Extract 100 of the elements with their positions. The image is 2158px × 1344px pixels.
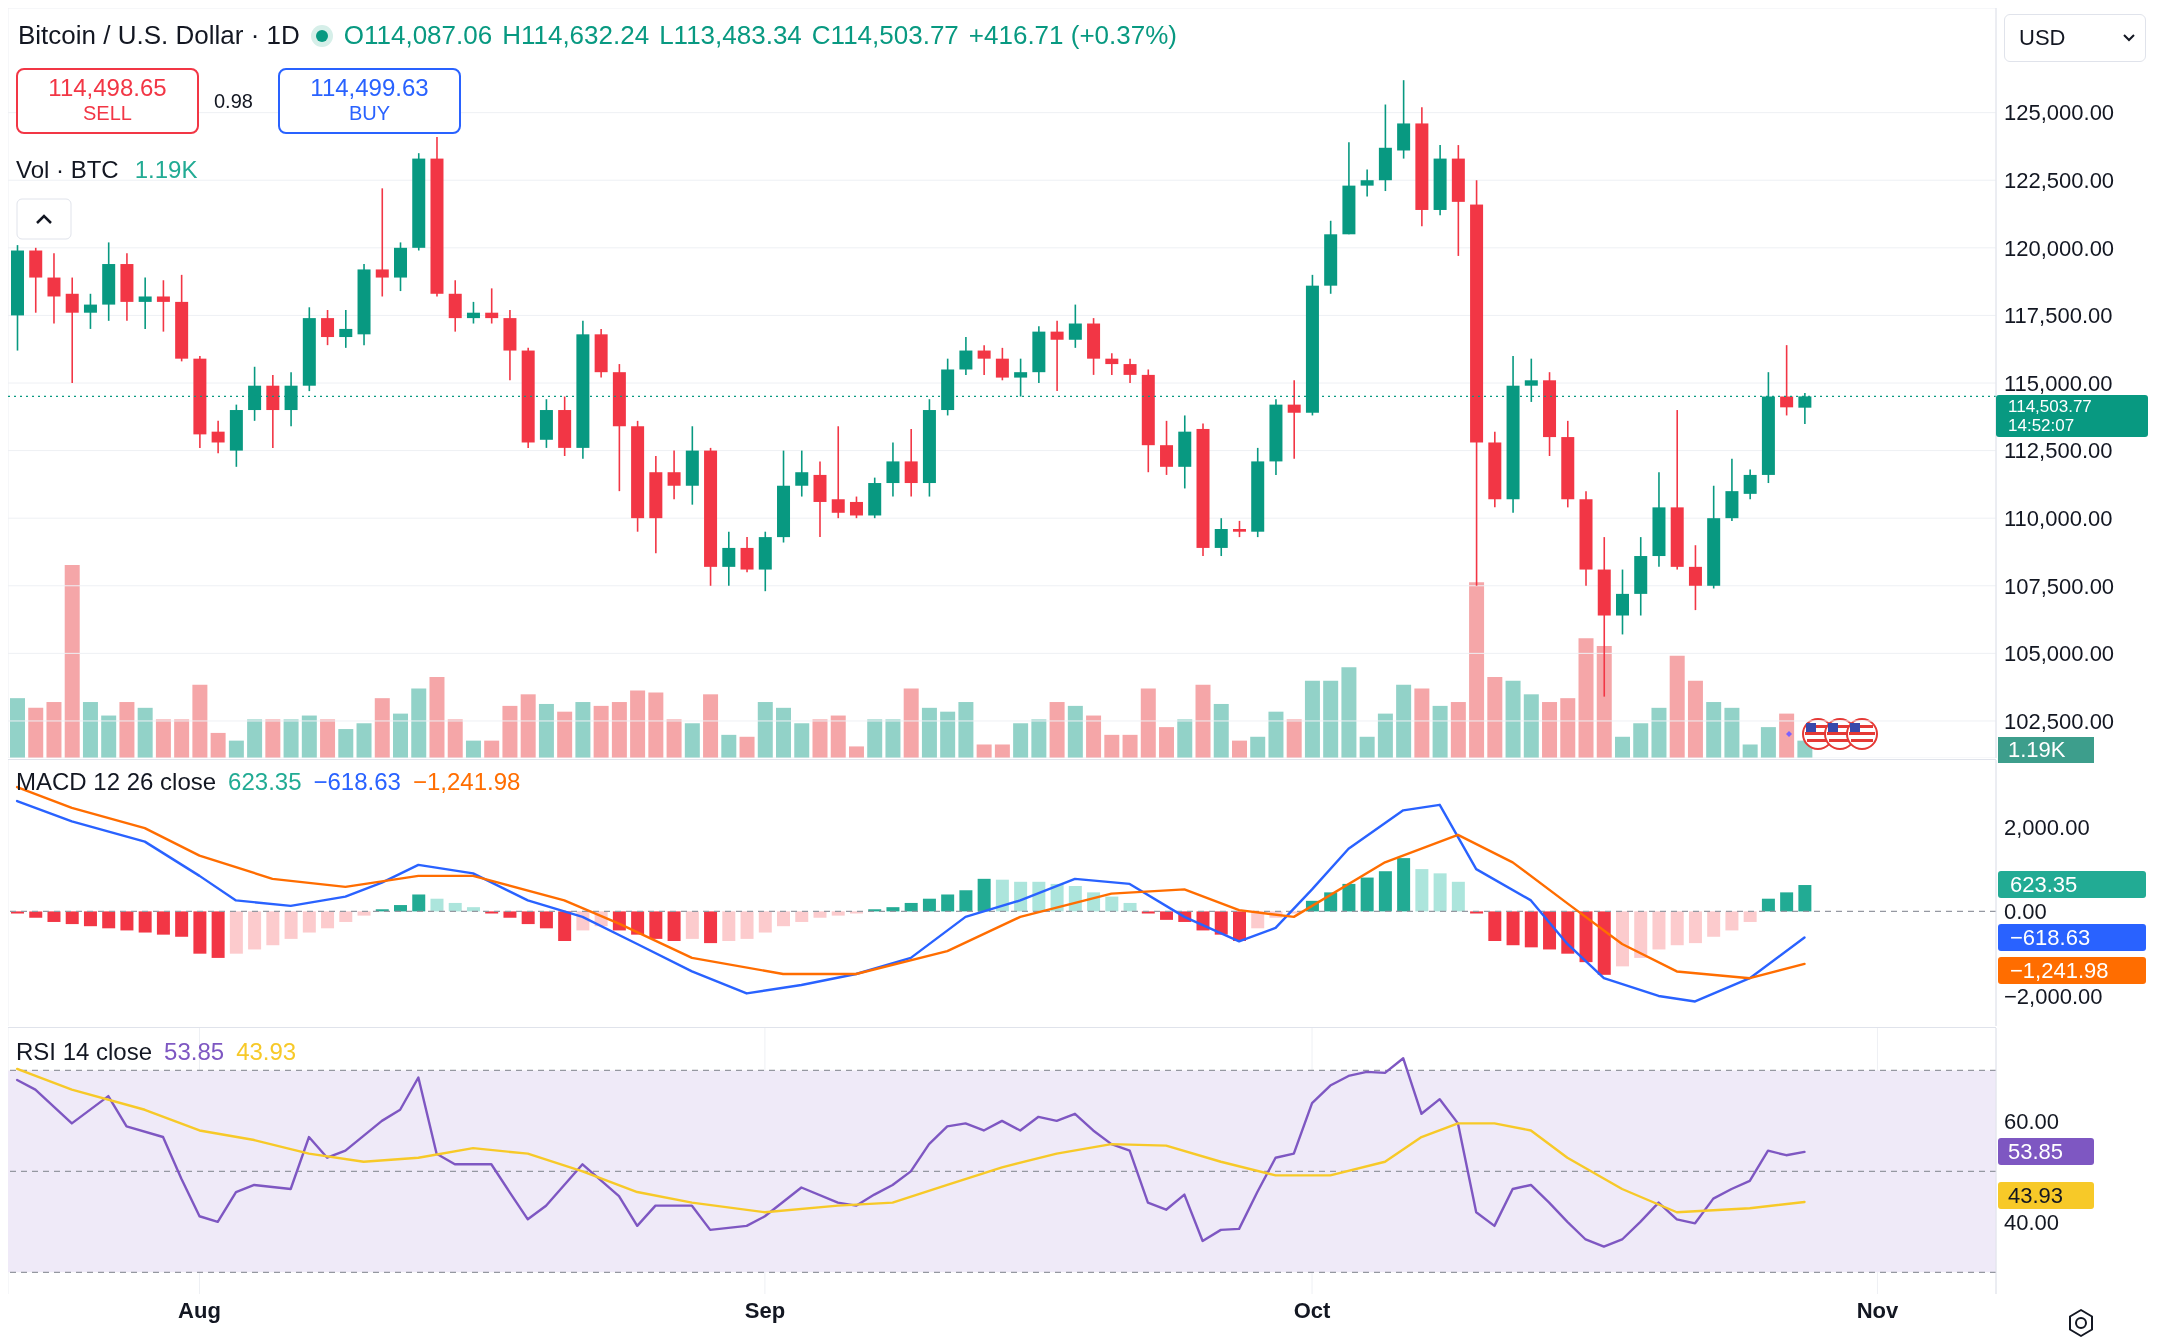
bar [994, 744, 1010, 758]
y-tick-label: 122,500.00 [2004, 168, 2115, 194]
bar [593, 705, 609, 758]
bar [82, 702, 98, 758]
bar [721, 734, 737, 758]
bar [1798, 885, 1812, 912]
x-tick-label: Nov [1856, 1297, 1899, 1323]
bar [1086, 715, 1102, 758]
bar [320, 719, 336, 758]
candlestick [1050, 320, 1064, 392]
bar [430, 898, 444, 912]
bar [1159, 727, 1175, 758]
bar [1104, 734, 1120, 758]
bar [412, 894, 426, 912]
bar [1560, 698, 1576, 758]
bar [247, 719, 263, 758]
candlestick [667, 449, 681, 501]
bar [448, 902, 462, 912]
bar [867, 719, 883, 758]
bar [885, 719, 901, 758]
bar [1687, 680, 1703, 758]
text: 14:52:07 [2008, 416, 2075, 436]
bar [940, 711, 956, 758]
bar [101, 715, 117, 758]
bar [47, 911, 61, 922]
annotation: 114,498.65 [48, 74, 167, 101]
bar [703, 694, 719, 758]
y-tick-label: 125,000.00 [2004, 100, 2115, 126]
annotation: 1.19K [134, 156, 198, 184]
bar [1250, 736, 1266, 758]
bar [667, 911, 681, 941]
bar [1651, 707, 1667, 758]
bar [831, 911, 845, 916]
bar [1743, 911, 1757, 922]
bar [1578, 638, 1594, 758]
bar [813, 911, 827, 918]
bar [1523, 694, 1539, 758]
annotation: 43.93 [236, 1038, 297, 1066]
bar [119, 702, 135, 758]
candlestick [466, 301, 480, 325]
bar [630, 690, 646, 758]
bar [1031, 719, 1047, 758]
text: 623.35 [2010, 872, 2078, 897]
bar [903, 688, 919, 758]
bar [1049, 702, 1065, 758]
bar [447, 719, 463, 758]
bar [46, 702, 62, 758]
bar [1286, 719, 1302, 758]
bar [976, 744, 992, 758]
bar [502, 705, 518, 758]
bar [484, 740, 500, 758]
y-tick-label: 115,000.00 [2004, 370, 2113, 396]
bar [64, 565, 80, 758]
candlestick [722, 530, 736, 587]
bar [904, 902, 918, 912]
candlestick [959, 336, 973, 376]
bar [248, 911, 262, 950]
bar [1669, 655, 1685, 758]
candlestick [831, 425, 845, 519]
candlestick [339, 309, 353, 349]
candlestick [849, 495, 863, 519]
bar [1360, 877, 1374, 912]
chart-title: MACD 12 26 close [16, 768, 217, 796]
bar [1122, 734, 1138, 758]
bar [466, 907, 480, 912]
text: −618.63 [2010, 925, 2091, 950]
bar [1232, 911, 1246, 941]
bar [1761, 898, 1775, 912]
candlestick [740, 536, 754, 574]
bar [740, 911, 754, 939]
annotation: −618.63 [313, 768, 401, 796]
bar [228, 740, 244, 758]
annotation: 623.35 [228, 768, 302, 796]
annotation: O114,087.06 [343, 20, 493, 51]
bar [102, 911, 116, 929]
bar [1487, 676, 1503, 758]
candlestick [977, 344, 991, 376]
bar [120, 911, 134, 931]
bar [959, 890, 973, 912]
bar [1013, 723, 1029, 758]
bar [138, 911, 152, 933]
bar [1614, 736, 1630, 758]
bar [1615, 911, 1629, 967]
text: −1,241.98 [2010, 958, 2109, 983]
bar [1123, 902, 1137, 912]
bar [1268, 711, 1284, 758]
bar [1634, 911, 1648, 958]
bar [794, 723, 810, 758]
annotation: C114,503.77 [811, 20, 959, 51]
bar [10, 698, 25, 758]
bar [1231, 740, 1247, 758]
bar [1014, 881, 1028, 912]
bar [1433, 873, 1447, 912]
bar [1670, 911, 1684, 946]
annotation: +416.71 (+0.37%) [968, 20, 1177, 51]
y-tick-label: 120,000.00 [2004, 235, 2115, 261]
bar [1724, 707, 1740, 758]
bar [211, 911, 225, 958]
bar [1505, 680, 1521, 758]
ref-line-label: 114,503.77 [2008, 397, 2092, 417]
